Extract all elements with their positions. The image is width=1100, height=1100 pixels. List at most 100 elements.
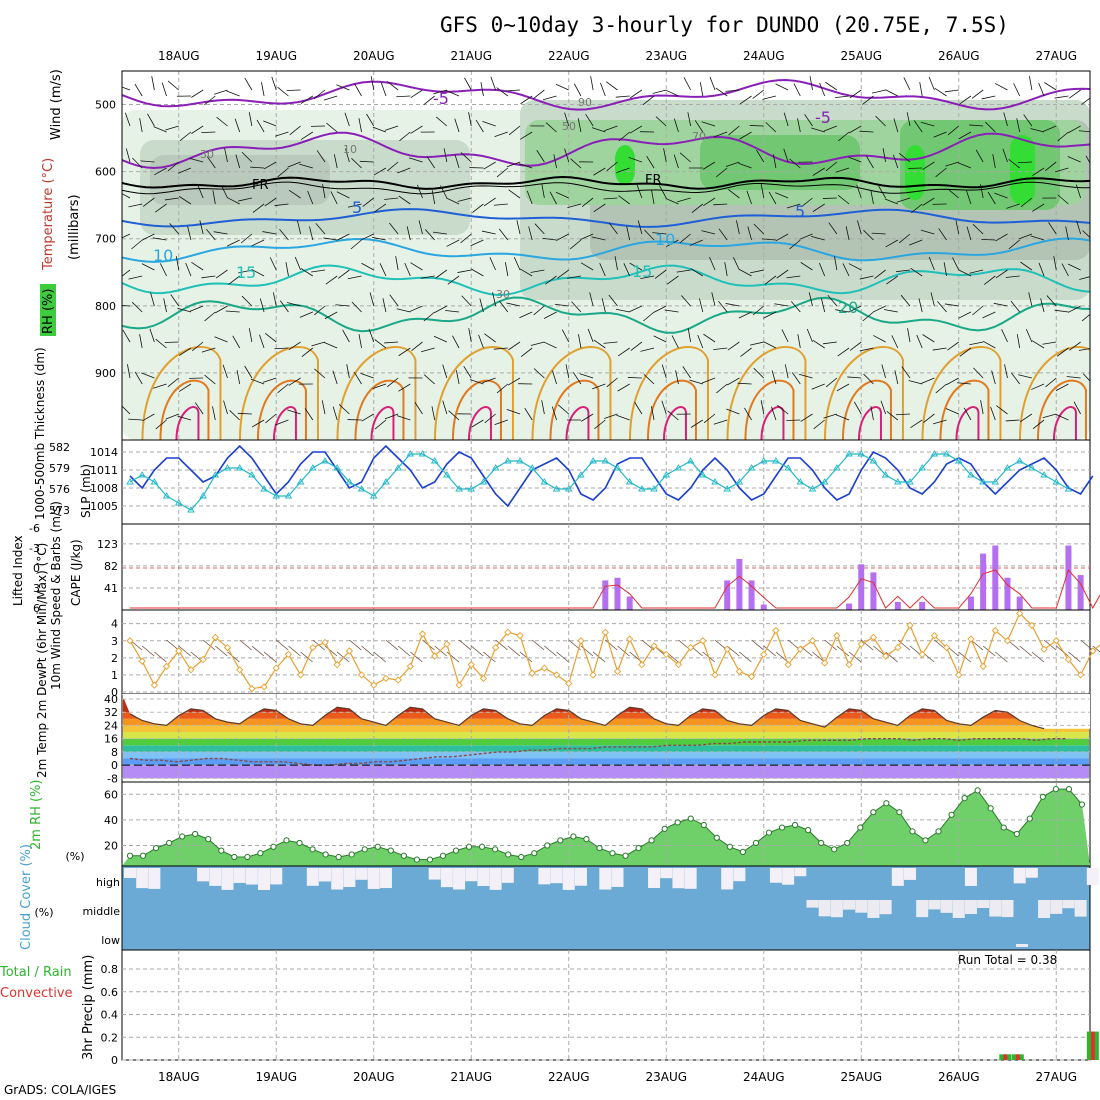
rh-marker	[296, 839, 303, 847]
wind-barb	[652, 232, 667, 235]
wind-barb	[313, 89, 326, 100]
wind-barb	[279, 300, 289, 313]
wind-barb	[1055, 383, 1069, 391]
date-label-bottom: 21AUG	[450, 1070, 492, 1084]
wind10m-barb	[215, 645, 228, 657]
high-cloud-block	[197, 868, 210, 882]
wind-barb	[335, 304, 350, 307]
wind-barb	[483, 161, 496, 170]
high-cloud-block	[379, 868, 392, 889]
wind-barb	[1031, 203, 1045, 212]
wind-barb	[279, 228, 289, 241]
wind-barb	[713, 131, 728, 138]
wind-barb	[445, 310, 460, 313]
high-cloud-block	[648, 868, 661, 888]
wind-speed-marker	[881, 652, 890, 660]
thickness-marker	[881, 471, 890, 478]
wind-barb	[313, 305, 326, 316]
wind-barb	[366, 113, 375, 127]
thickness-marker	[235, 464, 244, 471]
date-label-bottom: 22AUG	[548, 1070, 590, 1084]
wind-barb	[581, 413, 594, 422]
wind-barb	[519, 268, 533, 277]
thickness-marker	[516, 457, 524, 464]
wind-barb	[410, 262, 423, 271]
wind-barb	[856, 184, 862, 199]
wind-barb	[654, 269, 667, 279]
wind-barb	[1065, 226, 1069, 241]
wind-barb	[513, 257, 521, 271]
rh-marker	[465, 843, 473, 850]
wind-barb	[775, 83, 789, 91]
temp-tick-label: 24	[104, 719, 118, 732]
rh-marker	[531, 850, 538, 857]
warm-contour	[726, 346, 807, 440]
wind-barb	[853, 401, 862, 415]
wind-barb	[336, 233, 350, 241]
wind-barb	[882, 148, 887, 163]
wind-barb	[690, 419, 704, 428]
thickness-marker	[723, 485, 731, 492]
wind-barb	[908, 380, 923, 385]
contour-label: 30	[496, 288, 510, 301]
wind-barb	[384, 341, 399, 344]
wind-barb	[288, 341, 301, 351]
wind-speed-marker	[345, 647, 354, 655]
wind-barb	[288, 189, 301, 199]
wind-speed-marker	[991, 626, 999, 635]
wind-barb	[945, 161, 959, 167]
wind-barb	[709, 256, 716, 271]
thickness-marker	[345, 478, 354, 485]
wind-barb	[842, 263, 850, 277]
wind-barb	[982, 311, 996, 319]
wind-barb	[468, 328, 472, 343]
wind-barb	[332, 406, 338, 421]
wind-barb	[189, 157, 204, 163]
wind-barb	[443, 148, 448, 163]
wind-speed-marker	[918, 650, 926, 659]
wind-barb	[454, 154, 460, 169]
slp-line	[129, 444, 1094, 508]
wind-barb	[238, 197, 252, 202]
wind10m-barb	[166, 639, 179, 651]
wind-barb	[545, 275, 557, 285]
wind-barb	[470, 239, 484, 247]
temperature-band	[123, 732, 1089, 739]
wind-barb	[579, 373, 594, 379]
wind-barb	[993, 302, 1008, 307]
wind-barb	[360, 233, 374, 241]
wind-barb	[1013, 83, 1021, 97]
cape-li-panel: 41 82 123 -6 -3 0 3 6 Lifted Index CAPE (J/kg)	[11, 522, 1100, 615]
wind-barb	[274, 131, 289, 137]
wind-barb	[232, 335, 241, 349]
wind-barb	[322, 184, 326, 199]
wind-barb	[837, 347, 850, 357]
wind-barb	[406, 226, 411, 241]
warm-contour	[1018, 346, 1090, 440]
wind-speed-marker	[1003, 637, 1012, 645]
wind-barb	[642, 95, 655, 105]
wind-barb	[687, 328, 692, 343]
wind-barb	[431, 190, 436, 205]
wind-barb	[959, 95, 972, 105]
contour-label: 15	[236, 263, 256, 282]
wind-speed-marker	[1076, 671, 1085, 679]
thickness-marker	[1015, 457, 1024, 464]
wind-barb	[800, 262, 813, 271]
wind-barb	[235, 154, 241, 169]
wind-barb	[797, 118, 801, 133]
wind-barb	[875, 115, 886, 127]
slp-tick-label: 1014	[90, 446, 118, 459]
wind-barb	[508, 341, 521, 351]
wind-barb	[713, 347, 728, 351]
wind-barb	[594, 419, 606, 430]
wind-barb	[504, 262, 509, 277]
wind-barb	[470, 379, 484, 385]
wind-barb	[241, 151, 253, 163]
wind-barb	[996, 405, 1008, 415]
wind-barb	[248, 328, 253, 343]
thickness-marker	[455, 485, 463, 492]
cape-bar	[736, 558, 743, 610]
wind-barb	[665, 239, 679, 248]
wind-barb	[191, 261, 204, 271]
